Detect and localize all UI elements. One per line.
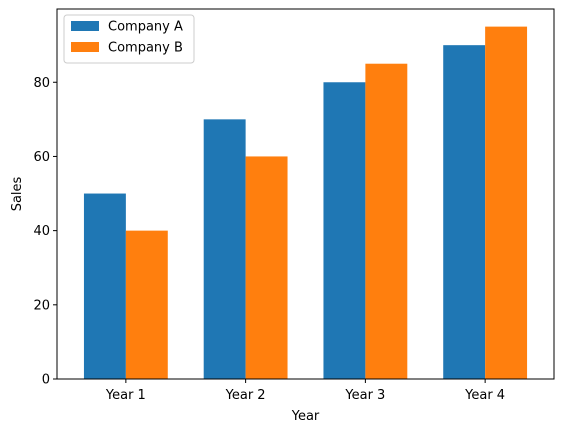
bar-company-b-3 bbox=[365, 63, 408, 380]
y-axis-label: Sales bbox=[10, 176, 25, 211]
x-tick-label: Year 3 bbox=[344, 388, 385, 403]
x-tick-label: Year 2 bbox=[225, 388, 266, 403]
bar-company-a-2 bbox=[203, 119, 246, 379]
x-axis: Year 1 Year 2 Year 3 Year 4 bbox=[105, 379, 505, 403]
bar-company-a-1 bbox=[83, 193, 126, 379]
x-axis-label: Year bbox=[291, 409, 320, 424]
legend-label: Company B bbox=[108, 41, 183, 56]
plot-frame bbox=[56, 8, 555, 380]
bar-company-a-3 bbox=[323, 82, 366, 379]
x-tick-label: Year 4 bbox=[464, 388, 505, 403]
bar-company-a-4 bbox=[443, 45, 486, 380]
x-tick-label: Year 1 bbox=[105, 388, 146, 403]
legend: Company A Company B bbox=[63, 14, 195, 64]
legend-label: Company A bbox=[108, 20, 183, 35]
bar-company-b-1 bbox=[125, 230, 168, 379]
legend-swatch bbox=[71, 21, 99, 31]
bars-group bbox=[83, 26, 528, 380]
bar-company-b-4 bbox=[485, 26, 528, 380]
bar-company-b-2 bbox=[245, 156, 288, 379]
y-axis: 0 20 40 60 80 bbox=[33, 76, 57, 388]
y-tick-label: 20 bbox=[33, 298, 50, 313]
y-tick-label: 80 bbox=[33, 76, 50, 91]
legend-swatch bbox=[71, 42, 99, 52]
y-tick-label: 60 bbox=[33, 150, 50, 165]
y-tick-label: 40 bbox=[33, 224, 50, 239]
y-tick-label: 0 bbox=[42, 373, 50, 388]
